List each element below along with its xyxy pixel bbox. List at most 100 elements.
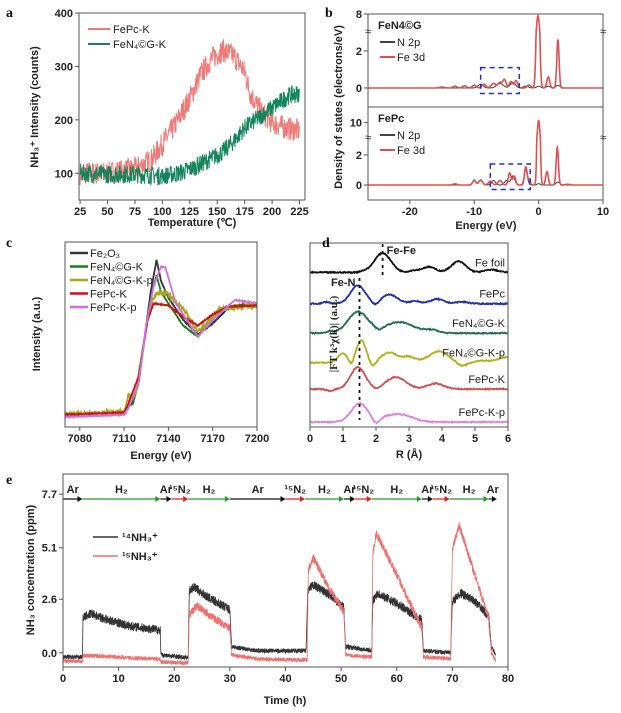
arrowhead-icon bbox=[183, 496, 189, 502]
gas-label-ar: Ar bbox=[67, 484, 80, 496]
x-tick-label: -20 bbox=[402, 206, 418, 218]
plot-frame bbox=[367, 106, 604, 201]
arrowhead-icon bbox=[338, 496, 344, 502]
legend-label: FeN₄©G-K-p bbox=[90, 275, 153, 287]
y-axis-label: Intensity (a.u.) bbox=[31, 296, 43, 371]
x-tick-label: 7080 bbox=[68, 433, 92, 445]
legend-label: FePc-K bbox=[90, 289, 127, 301]
x-tick-label: 5 bbox=[472, 433, 478, 445]
series-line-15nh3 bbox=[62, 522, 496, 667]
series-line-fepc-k-p bbox=[309, 401, 509, 425]
x-tick-label: 0 bbox=[307, 433, 313, 445]
x-tick-label: 10 bbox=[113, 673, 125, 685]
series-label: FePc-K-p bbox=[459, 407, 505, 419]
series-label: Fe foil bbox=[475, 257, 505, 269]
plot-frame bbox=[62, 473, 509, 668]
gas-label-h2: H₂ bbox=[390, 484, 403, 496]
legend-label: FePc-K-p bbox=[90, 302, 136, 314]
x-tick-label: 30 bbox=[224, 673, 236, 685]
arrowhead-icon bbox=[350, 496, 356, 502]
arrowhead-icon bbox=[491, 496, 497, 502]
arrowhead-icon bbox=[77, 496, 83, 502]
series-line-fe-foil bbox=[309, 251, 509, 275]
panel-letter-e: e bbox=[6, 473, 12, 488]
x-axis-label: Time (h) bbox=[264, 695, 307, 707]
x-tick-label: 7110 bbox=[112, 433, 136, 445]
x-tick-label: 6 bbox=[505, 433, 511, 445]
arrowhead-icon bbox=[416, 496, 422, 502]
x-tick-label: 40 bbox=[279, 673, 291, 685]
axis-break-mark: ≈ bbox=[365, 26, 371, 38]
y-tick-label: 0 bbox=[356, 180, 362, 192]
arrowhead-icon bbox=[366, 496, 372, 502]
y-tick-label: 2.6 bbox=[42, 594, 57, 606]
y-tick-label: 2 bbox=[356, 150, 362, 162]
x-tick-label: 70 bbox=[446, 673, 458, 685]
plot-frame bbox=[78, 12, 306, 201]
series-line-fen4-g-k-p bbox=[309, 339, 509, 368]
y-tick-label: 0 bbox=[356, 83, 362, 95]
x-tick-label: 7170 bbox=[200, 433, 224, 445]
y-axis-label: Density of states (electrons/eV) bbox=[333, 25, 345, 189]
arrowhead-icon bbox=[483, 496, 489, 502]
gas-label-h2: H₂ bbox=[203, 484, 216, 496]
series-label: FeN₄©G-K-p bbox=[442, 348, 505, 360]
series-line-fepc-k bbox=[309, 365, 509, 393]
legend-label: ¹⁴NH₃⁺ bbox=[122, 532, 158, 544]
x-tick-label: 225 bbox=[290, 206, 308, 218]
highlight-box bbox=[489, 163, 531, 191]
x-tick-label: 20 bbox=[168, 673, 180, 685]
x-tick-label: 2 bbox=[373, 433, 379, 445]
arrowhead-icon bbox=[444, 496, 450, 502]
x-tick-label: 75 bbox=[129, 206, 141, 218]
x-tick-label: 0 bbox=[60, 673, 66, 685]
subplot-title: FePc bbox=[378, 113, 404, 125]
y-tick-label: 200 bbox=[55, 115, 73, 127]
x-tick-label: 125 bbox=[181, 206, 199, 218]
series-line-n-2p bbox=[368, 169, 603, 186]
x-tick-label: 60 bbox=[391, 673, 403, 685]
x-tick-label: 100 bbox=[153, 206, 171, 218]
subplot-title: FeN4©G bbox=[378, 20, 422, 32]
gas-label-ar: Ar bbox=[487, 484, 500, 496]
panel-a-chart: FePc-K FeN₄©G-K 25 50 75 100 125 150 175 200 225 10… bbox=[29, 8, 309, 229]
legend-label: FeN₄©G-K bbox=[90, 262, 144, 274]
gas-label-ar: Ar bbox=[160, 484, 173, 496]
x-tick-label: 1 bbox=[340, 433, 346, 445]
gas-label-15n2: ¹⁵N₂ bbox=[430, 484, 452, 496]
axis-break-mark: ≈ bbox=[600, 132, 606, 144]
legend-label: Fe₂O₃ bbox=[90, 248, 120, 260]
legend-label: FePc-K bbox=[113, 24, 150, 36]
highlight-box bbox=[479, 66, 521, 95]
plot-frame bbox=[64, 241, 258, 428]
x-tick-label: 50 bbox=[101, 206, 113, 218]
legend-label: Fe 3d bbox=[397, 145, 425, 157]
gas-label-h2: H₂ bbox=[115, 484, 128, 496]
x-axis-label: Energy (eV) bbox=[455, 220, 516, 232]
series-label: FePc-K bbox=[468, 374, 505, 386]
axis-break-mark: ≈ bbox=[365, 132, 371, 144]
x-tick-label: 80 bbox=[502, 673, 514, 685]
y-axis-label: NH₃ concentration (ppm) bbox=[25, 504, 37, 635]
x-tick-label: 10 bbox=[597, 206, 609, 218]
y-tick-label: 100 bbox=[55, 168, 73, 180]
y-axis-label: |FT k³χ(k)| (a.u.) bbox=[328, 295, 340, 372]
legend-label: N 2p bbox=[397, 130, 420, 142]
gas-label-h2: H₂ bbox=[463, 484, 476, 496]
series-label: FePc bbox=[479, 289, 505, 301]
arrowhead-icon bbox=[299, 496, 305, 502]
panel-letter-b: b bbox=[325, 6, 333, 21]
y-tick-label: 8 bbox=[356, 9, 362, 21]
x-tick-label: 3 bbox=[406, 433, 412, 445]
legend-label: ¹⁵NH₃⁺ bbox=[122, 551, 158, 563]
gas-label-15n2: ¹⁵N₂ bbox=[353, 484, 375, 496]
series-line-fen4-g-k bbox=[79, 85, 300, 187]
series-line-fepc-k bbox=[64, 301, 258, 417]
panel-letter-c: c bbox=[6, 236, 12, 251]
panel-letter-a: a bbox=[6, 6, 13, 21]
